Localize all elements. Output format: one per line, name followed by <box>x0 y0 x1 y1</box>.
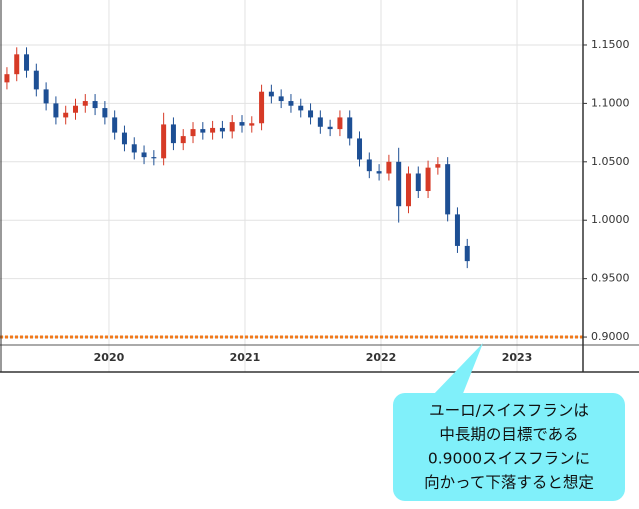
candle-body <box>327 126 333 130</box>
candle-body <box>259 91 265 124</box>
y-tick-label: 1.1500 <box>591 38 630 51</box>
candle-body <box>268 91 274 97</box>
candle-body <box>288 101 294 106</box>
candle-body <box>317 117 323 127</box>
y-tick-label: 0.9000 <box>591 330 630 343</box>
callout-line: 向かって下落すると想定 <box>424 474 594 492</box>
candle-body <box>131 144 137 153</box>
candle-body <box>4 74 10 83</box>
candle-body <box>82 101 88 106</box>
candle-body <box>190 129 196 137</box>
candle-body <box>464 245 470 262</box>
candle-body <box>386 161 392 174</box>
candle-body <box>141 152 147 158</box>
callout-line: 0.9000スイスフランに <box>428 450 590 468</box>
x-tick-label: 2021 <box>230 351 261 364</box>
candle-body <box>102 108 108 118</box>
x-tick-label: 2020 <box>94 351 125 364</box>
candle-body <box>376 171 382 174</box>
candle-body <box>161 124 167 159</box>
candle-body <box>366 159 372 172</box>
candle-body <box>53 103 59 118</box>
candle-body <box>415 173 421 192</box>
callout-line: 中長期の目標である <box>439 426 578 444</box>
callout-box <box>393 393 625 501</box>
candle-body <box>435 164 441 168</box>
callout-line: ユーロ/スイスフランは <box>429 402 589 420</box>
candle-body <box>347 117 353 139</box>
candle-body <box>33 70 39 90</box>
candle-body <box>396 161 402 207</box>
candle-body <box>72 105 78 113</box>
candle-body <box>219 127 225 132</box>
candle-body <box>200 129 206 133</box>
candle-body <box>170 124 176 144</box>
candle-body <box>239 122 245 126</box>
x-tick-label: 2022 <box>366 351 397 364</box>
candle-body <box>405 173 411 207</box>
callout-pointer <box>432 343 483 396</box>
candle-body <box>445 164 451 215</box>
axis-labels: 0.9000 0.9500 1.0000 1.0500 1.1000 1.1500 2020… <box>94 38 630 364</box>
y-tick-label: 1.0000 <box>591 213 630 226</box>
candle-body <box>454 214 460 246</box>
candle-body <box>210 127 216 133</box>
y-tick-label: 1.0500 <box>591 155 630 168</box>
candle-body <box>151 157 157 159</box>
candle-body <box>92 101 98 109</box>
candle-body <box>298 105 304 111</box>
candle-body <box>357 138 363 160</box>
candle-body <box>63 112 69 118</box>
grid <box>0 0 583 372</box>
candle-body <box>249 123 255 126</box>
y-tick-label: 0.9500 <box>591 272 630 285</box>
candles <box>0 47 583 339</box>
candle-body <box>24 54 30 71</box>
candle-body <box>14 54 20 75</box>
candle-body <box>112 117 118 133</box>
x-tick-label: 2023 <box>502 351 533 364</box>
candle-body <box>278 96 284 102</box>
candle-body <box>425 167 431 192</box>
candle-body <box>308 110 314 118</box>
candle-body <box>180 136 186 144</box>
y-tick-label: 1.1000 <box>591 96 630 109</box>
candle-body <box>121 132 127 145</box>
candle-body <box>337 117 343 130</box>
candle-body <box>43 89 49 104</box>
candle-body <box>229 122 235 132</box>
